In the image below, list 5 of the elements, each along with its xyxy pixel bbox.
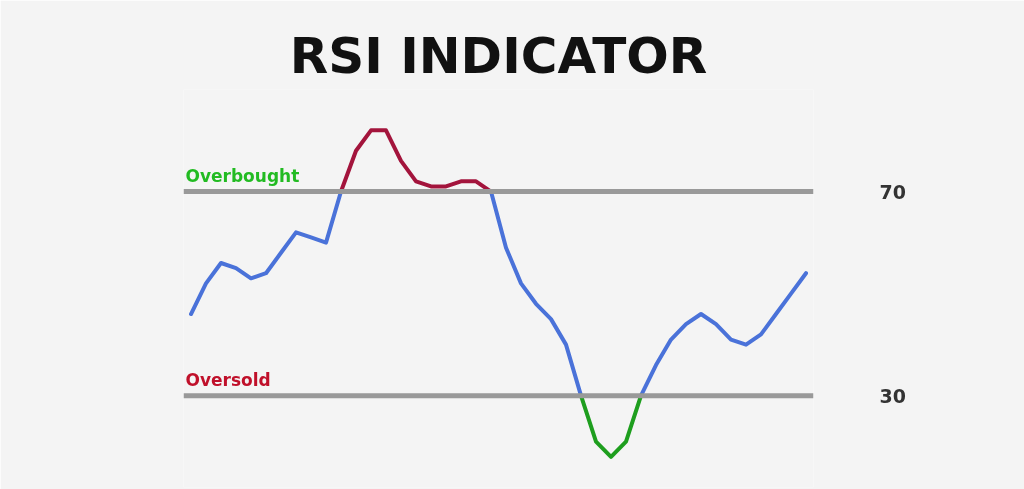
chart-title: RSI INDICATOR: [289, 26, 708, 85]
y-tick-label: 70: [879, 180, 906, 203]
ref-line-label: Oversold: [185, 369, 271, 390]
ref-line-label: Overbought: [185, 165, 300, 186]
y-tick-label: 30: [879, 384, 906, 407]
